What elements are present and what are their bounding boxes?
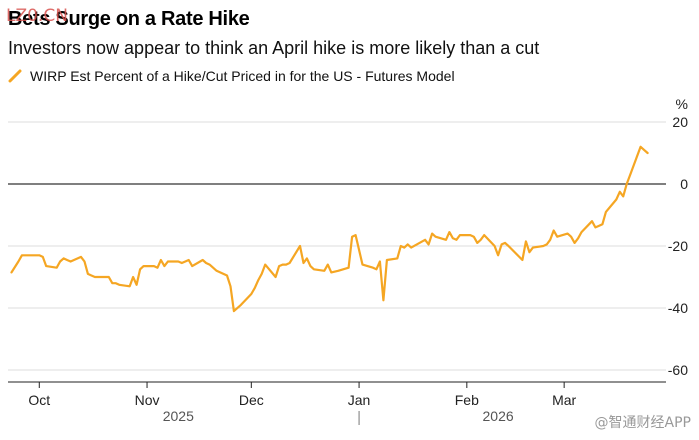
y-tick-label: -60: [668, 362, 688, 378]
legend-line-icon: [8, 69, 22, 83]
x-tick-label: Dec: [239, 392, 264, 408]
x-tick-label: Nov: [135, 392, 160, 408]
y-tick-label: -20: [668, 238, 688, 254]
legend: WIRP Est Percent of a Hike/Cut Priced in…: [8, 68, 455, 84]
legend-label: WIRP Est Percent of a Hike/Cut Priced in…: [30, 68, 455, 84]
x-tick-label: Mar: [552, 392, 576, 408]
x-tick-label: Feb: [455, 392, 479, 408]
year-label: 2026: [483, 408, 514, 424]
chart-title: Bets Surge on a Rate Hike: [8, 8, 250, 30]
y-tick-label: -40: [668, 300, 688, 316]
year-label: 2025: [163, 408, 194, 424]
y-axis-unit: %: [676, 96, 688, 112]
y-tick-label: 20: [672, 114, 688, 130]
x-tick-label: Oct: [28, 392, 50, 408]
watermark: LZ0.CN: [6, 6, 68, 26]
series-line: [10, 145, 649, 313]
chart-subtitle: Investors now appear to think an April h…: [8, 38, 540, 58]
y-tick-label: 0: [680, 176, 688, 192]
brand-watermark: @智通财经APP: [594, 415, 691, 431]
x-tick-label: Jan: [348, 392, 371, 408]
